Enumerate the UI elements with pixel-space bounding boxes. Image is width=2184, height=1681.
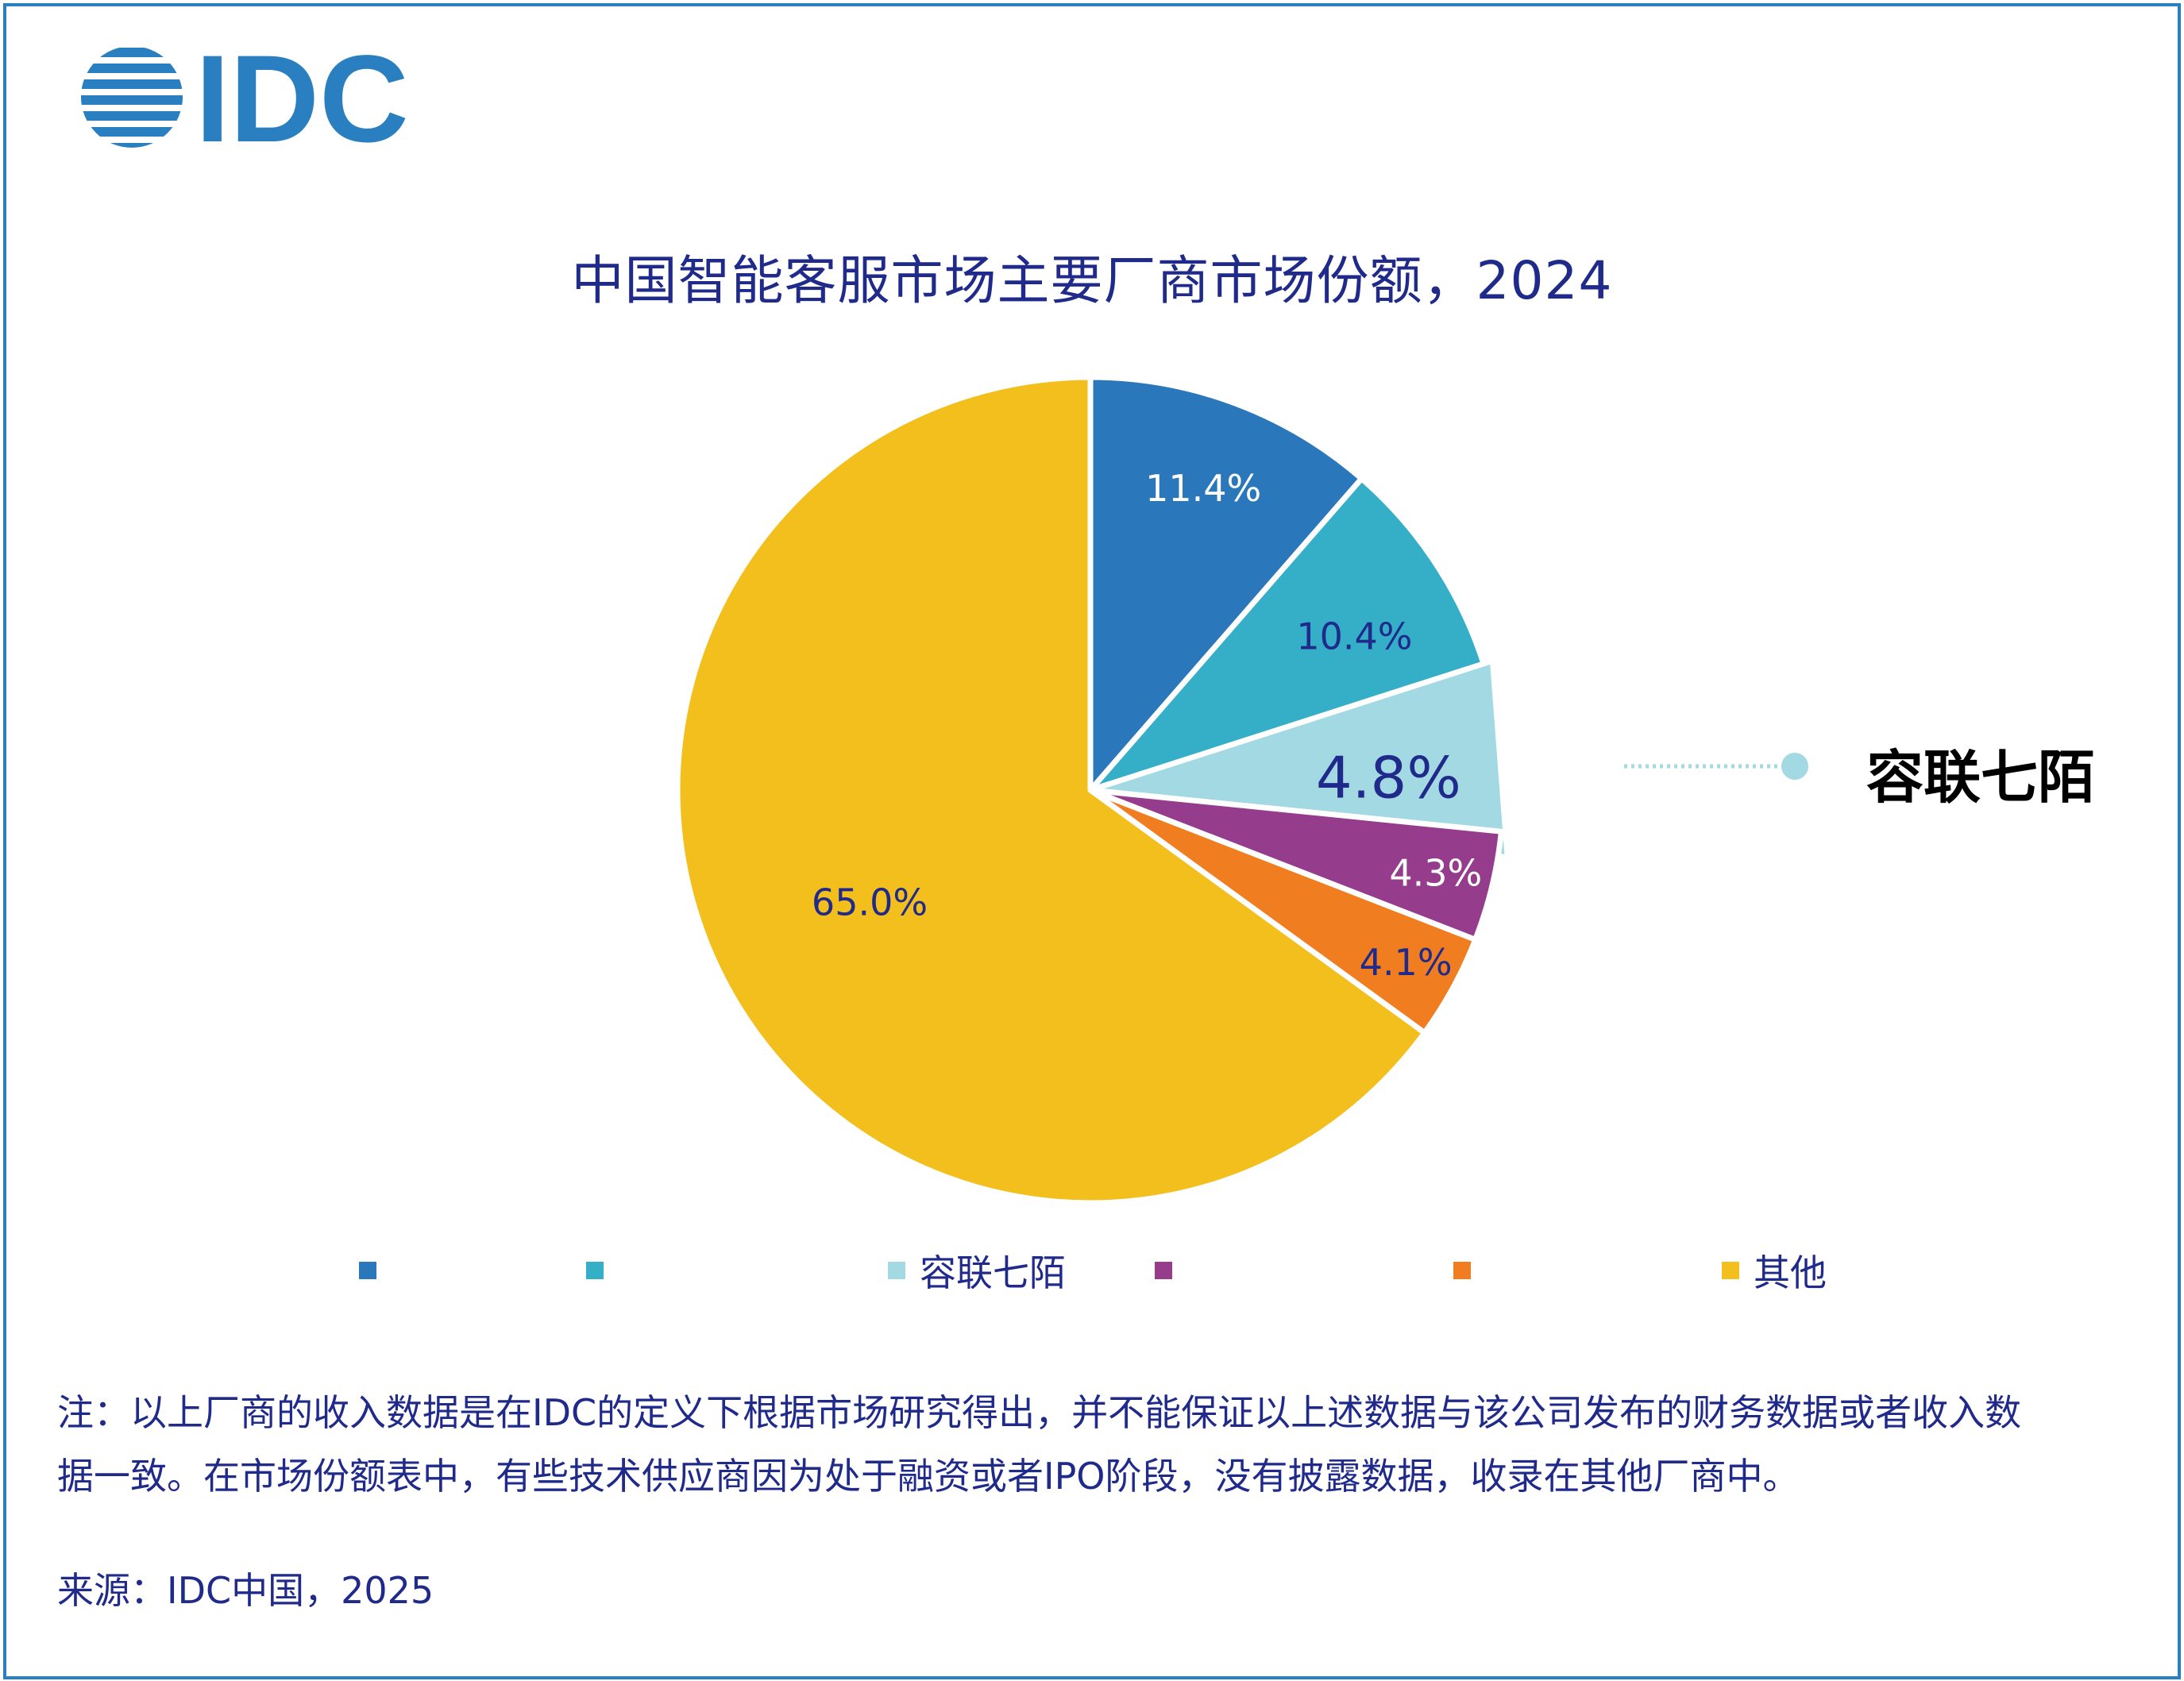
legend-item-4 [1453, 1247, 1485, 1294]
legend-item-3 [1155, 1247, 1187, 1294]
legend-label: 其他 [1754, 1251, 1827, 1294]
legend-swatch [586, 1262, 604, 1279]
pie-slice-0 [1087, 374, 1364, 793]
legend-swatch [888, 1262, 905, 1279]
slice-value-label-2: 4.8% [1316, 745, 1461, 812]
slice-value-label-4: 4.1% [1360, 941, 1453, 984]
legend-item-0 [359, 1247, 391, 1294]
legend-swatch [359, 1262, 376, 1279]
legend-item-5: 其他 [1722, 1247, 1827, 1294]
legend-swatch [1453, 1262, 1471, 1279]
idc-logo: IDC [81, 44, 409, 148]
slice-value-label-5: 65.0% [812, 881, 928, 924]
callout-label: 容联七陌 [1866, 744, 2096, 811]
slice-value-label-1: 10.4% [1296, 615, 1412, 657]
note-line-1: 注：以上厂商的收入数据是在IDC的定义下根据市场研究得出，并不能保证以上述数据与… [57, 1391, 2022, 1434]
slice-value-label-3: 4.3% [1389, 851, 1482, 894]
chart-title: 中国智能客服市场主要厂商市场份额，2024 [571, 250, 1613, 311]
legend-swatch [1722, 1262, 1739, 1279]
legend-item-1 [586, 1247, 618, 1294]
slice-value-label-0: 11.4% [1145, 467, 1261, 510]
legend-swatch [1155, 1262, 1172, 1279]
note-line-2: 据一致。在市场份额表中，有些技术供应商因为处于融资或者IPO阶段，没有披露数据，… [57, 1455, 1800, 1498]
source-note: 来源：IDC中国，2025 [57, 1569, 434, 1612]
pie-slice-5 [674, 374, 1428, 1206]
logo-text: IDC [195, 44, 409, 148]
callout-dot [1781, 753, 1808, 780]
legend-label: 容联七陌 [920, 1251, 1066, 1294]
legend-item-2: 容联七陌 [888, 1247, 1066, 1294]
